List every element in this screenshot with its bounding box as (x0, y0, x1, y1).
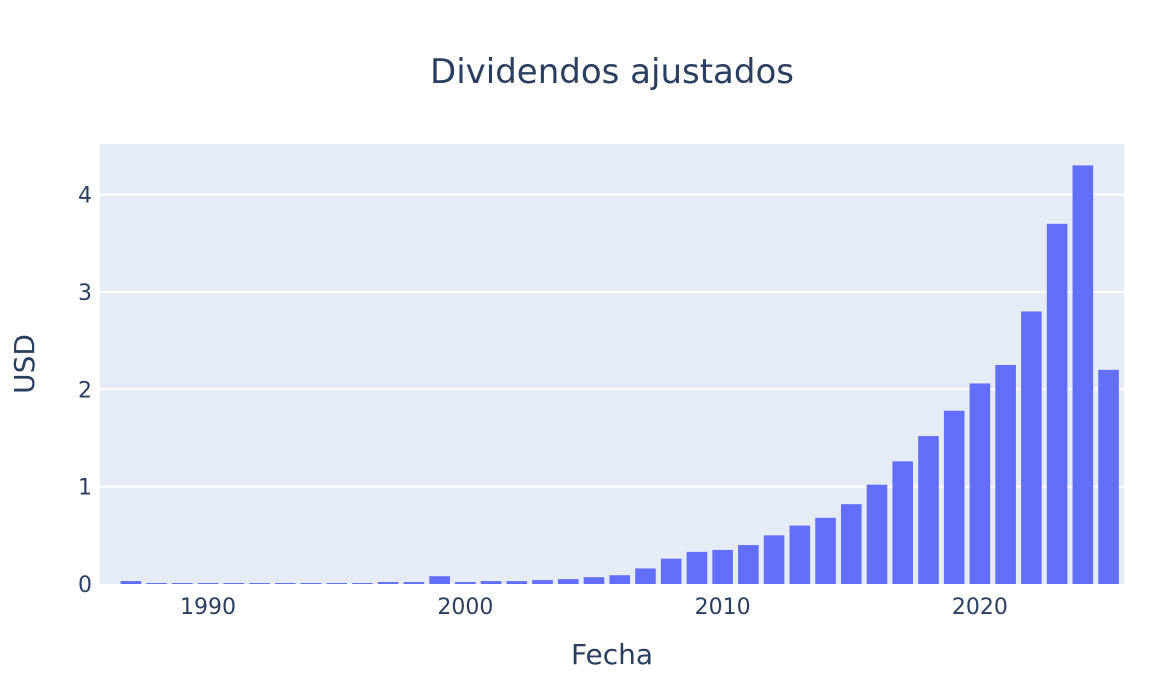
bar (918, 436, 939, 584)
x-tick-label: 2020 (952, 595, 1008, 620)
bars (120, 165, 1119, 585)
bar (429, 576, 450, 584)
bar (557, 579, 579, 584)
bar (249, 583, 270, 584)
y-tick-label: 3 (78, 281, 92, 306)
bar (532, 580, 553, 584)
y-axis-label: USD (8, 334, 41, 394)
bar (300, 583, 322, 584)
y-tick-label: 4 (78, 184, 92, 209)
bar (583, 577, 605, 584)
bar (1021, 311, 1042, 584)
y-tick-label: 0 (78, 573, 92, 598)
bar (223, 583, 245, 584)
bar (660, 558, 682, 584)
bar (455, 582, 476, 584)
y-tick-label: 2 (78, 378, 92, 403)
bar (712, 549, 733, 584)
x-tick-label: 2010 (695, 595, 751, 620)
bar (480, 581, 502, 584)
bar (840, 504, 862, 584)
bar (377, 582, 399, 584)
bar (943, 410, 965, 584)
bar (506, 581, 528, 584)
x-tick-label: 2000 (437, 595, 493, 620)
bar (866, 484, 888, 584)
bar (326, 583, 347, 584)
bar (1072, 165, 1094, 584)
bar (635, 568, 656, 584)
bar (738, 545, 759, 584)
bar (892, 461, 914, 584)
bar (172, 583, 193, 584)
bar (352, 583, 373, 584)
bar (815, 517, 836, 584)
x-tick-label: 1990 (180, 595, 236, 620)
y-tick-label: 1 (78, 476, 92, 501)
x-axis-ticks: 1990 2000 2010 2020 (180, 595, 1008, 620)
bar (686, 551, 708, 584)
chart-title: Dividendos ajustados (430, 52, 794, 92)
bar (197, 583, 219, 584)
x-axis-label: Fecha (571, 638, 653, 671)
bar (274, 583, 296, 584)
bar (789, 525, 811, 584)
bar (969, 383, 991, 584)
bar (120, 581, 142, 584)
bar (995, 364, 1016, 584)
bar (403, 582, 425, 584)
bar (1098, 369, 1119, 584)
bar (146, 583, 167, 584)
bar (609, 575, 631, 584)
y-axis-ticks: 0 1 2 3 4 (78, 184, 92, 598)
bar (763, 535, 785, 584)
bar (1046, 223, 1068, 585)
